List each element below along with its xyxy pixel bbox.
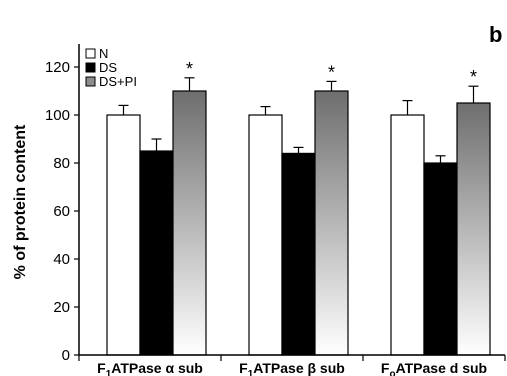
significance-mark: * (186, 59, 193, 79)
x-tick-label: F1ATPase α sub (97, 360, 203, 376)
y-tick-label: 120 (45, 59, 70, 76)
bar-n (248, 114, 283, 356)
y-axis-label: % of protein content (12, 124, 29, 279)
bar-ds (139, 150, 174, 356)
x-tick-label: F1ATPase β sub (239, 360, 345, 376)
y-tick-label: 60 (53, 203, 70, 220)
bar-ds (423, 162, 458, 356)
y-tick-label: 100 (45, 107, 70, 124)
bar-n (106, 114, 141, 356)
y-tick-label: 80 (53, 155, 70, 172)
y-tick-label: 40 (53, 251, 70, 268)
y-tick-label: 0 (62, 347, 70, 364)
panel-label: b (489, 22, 502, 47)
legend-label: N (99, 46, 108, 61)
legend-label: DS (99, 60, 117, 75)
y-tick-label: 20 (53, 299, 70, 316)
legend-swatch (85, 62, 96, 73)
significance-mark: * (328, 62, 335, 82)
bar-ds (281, 152, 316, 356)
bar-n (390, 114, 425, 356)
significance-mark: * (470, 67, 477, 87)
x-tick-label: FoATPase d sub (381, 360, 487, 376)
bar-ds-pi (314, 90, 349, 356)
legend-swatch (85, 48, 96, 59)
legend-swatch (85, 76, 96, 87)
bar-ds-pi (172, 90, 207, 356)
legend-label: DS+PI (99, 74, 137, 89)
bar-ds-pi (456, 102, 491, 356)
